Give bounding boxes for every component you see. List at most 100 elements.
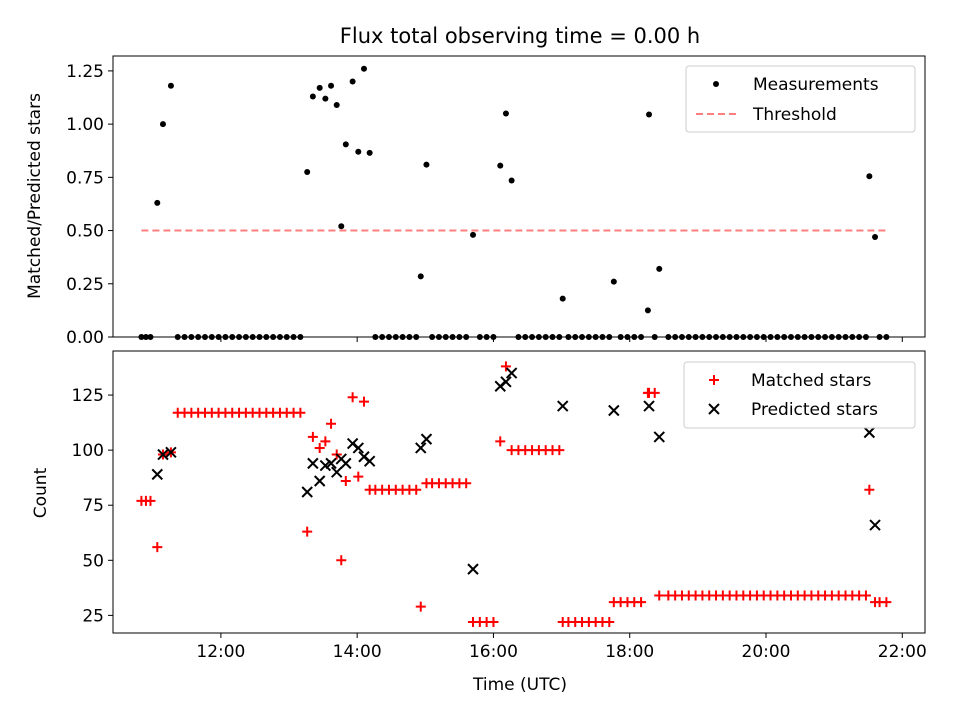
predicted-point [420,433,433,445]
measurement-point [559,295,566,302]
predicted-point [415,442,427,454]
measurement-point [342,141,349,148]
y-tick-label: 1.00 [66,115,104,135]
measurement-point [646,111,653,118]
predicted-point [500,376,512,388]
x-tick-label: 16:00 [469,642,518,662]
predicted-point [301,486,313,498]
matched-point [326,418,337,429]
predicted-point [340,457,352,470]
matched-point [649,387,660,398]
matched-point [860,590,871,601]
matched-point [314,442,325,453]
measurement-point [309,93,316,100]
y-tick-label: 100 [72,441,104,461]
matched-point [336,555,347,566]
predicted-point [331,466,343,478]
y-tick-label: 75 [82,496,104,516]
x-tick-label: 12:00 [196,642,245,662]
top-legend-frame [685,65,916,133]
y-tick-label: 1.25 [66,62,104,82]
legend-predicted-marker [708,403,720,415]
matched-point [415,601,426,612]
measurement-point [349,78,356,85]
measurement-point [872,233,879,240]
legend-threshold-label: Threshold [752,105,837,125]
measurement-point [355,148,362,155]
bottom-xlabel: Time (UTC) [472,675,567,695]
x-tick-label: 18:00 [605,642,654,662]
predicted-point [307,457,319,470]
y-tick-label: 25 [82,606,104,626]
matched-point [307,431,318,442]
matched-point [636,597,647,608]
measurement-point [610,278,617,285]
matched-point [411,484,422,495]
matched-point [604,616,615,627]
predicted-point [863,426,876,439]
bottom-axes: 12:00 14:00 16:00 18:00 20:00 22:00 25 50 75 100 1… [72,350,927,662]
predicted-point [325,457,337,470]
predicted-point [608,404,620,417]
predicted-point [313,475,326,487]
predicted-point [505,367,518,379]
matched-point [488,616,499,627]
predicted-point [653,431,665,443]
y-tick-label: 0.50 [66,222,104,242]
predicted-point [157,448,169,461]
matched-point [152,542,163,553]
measurement-point [497,162,504,169]
axes-frame [112,55,926,338]
y-tick-label: 0.75 [66,168,104,188]
y-tick-label: 50 [82,551,104,571]
matched-point [864,484,875,495]
measurement-point [154,199,161,206]
matched-point [302,526,313,537]
measurement-point [423,161,430,168]
y-tick-label: 0.00 [66,328,104,348]
measurement-point [644,307,651,314]
measurement-point [656,265,663,272]
measurement-point [470,231,477,238]
legend-matched-marker [709,375,719,385]
measurement-point [304,169,311,176]
matched-point [340,475,351,486]
measurement-point [159,121,166,128]
matched-point [500,361,511,372]
x-tick-label: 14:00 [333,642,382,662]
series-measurements [138,65,890,340]
matched-point [347,392,358,403]
matched-point [495,436,506,447]
measurement-point [502,110,509,117]
matched-point [654,590,665,601]
y-tick-label: 0.25 [66,275,104,295]
predicted-point [151,468,163,481]
legend-predicted-label: Predicted stars [751,400,878,420]
top-axes: 0.00 0.25 0.50 0.75 1.00 1.25 [66,55,926,348]
measurement-point [333,101,340,108]
legend-measurements-label: Measurements [753,75,879,95]
bottom-ylabel: Count [31,467,51,518]
predicted-point [557,400,569,412]
measurement-point [360,65,367,72]
x-tick-label: 22:00 [878,642,927,662]
matched-point [358,396,369,407]
matched-point [881,597,892,608]
measurement-point [338,223,345,230]
measurement-point [866,173,873,180]
legend-matched-label: Matched stars [751,371,871,391]
predicted-point [352,442,365,454]
matched-point [295,407,306,418]
matched-point [353,471,364,482]
predicted-point [467,563,479,575]
measurement-point [167,82,174,89]
bottom-legend: Matched stars Predicted stars [683,361,916,429]
measurement-point [322,95,329,102]
bottom-legend-frame [683,361,916,429]
measurement-point [417,273,424,280]
x-tick-label: 20:00 [742,642,791,662]
y-tick-label: 125 [72,386,104,406]
predicted-point [869,519,881,531]
top-legend: Measurements Threshold [685,65,916,133]
